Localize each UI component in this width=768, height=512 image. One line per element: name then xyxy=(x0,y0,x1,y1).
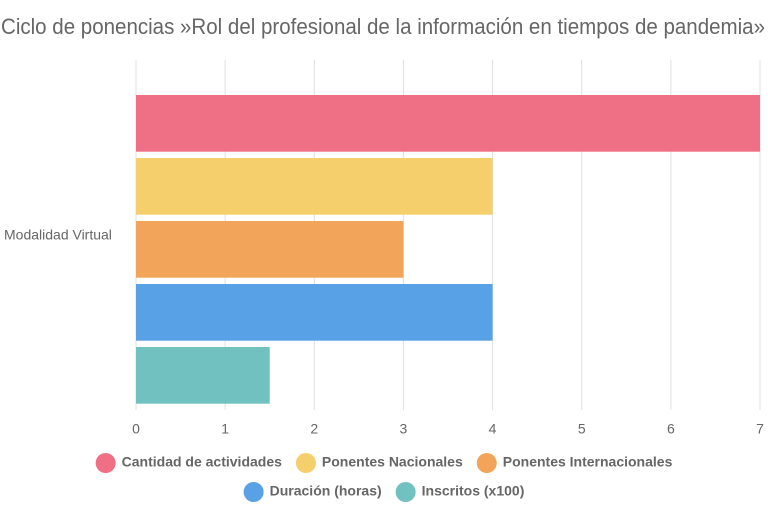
x-tick-label: 1 xyxy=(221,421,229,437)
y-tick-label: Modalidad Virtual xyxy=(4,227,112,243)
bar xyxy=(136,95,760,152)
legend-label: Inscritos (x100) xyxy=(422,483,525,499)
bar xyxy=(136,221,404,278)
legend-marker xyxy=(95,453,116,473)
x-tick-label: 3 xyxy=(400,421,408,437)
legend-label: Duración (horas) xyxy=(270,483,382,499)
x-tick-label: 4 xyxy=(489,421,497,437)
chart-title: Ciclo de ponencias »Rol del profesional … xyxy=(1,14,765,39)
x-tick-label: 2 xyxy=(310,421,318,437)
legend-label: Ponentes Nacionales xyxy=(322,454,463,470)
legend-marker xyxy=(476,453,497,473)
legend-marker xyxy=(395,482,416,502)
x-tick-label: 6 xyxy=(667,421,675,437)
legend-label: Ponentes Internacionales xyxy=(503,454,673,470)
bar xyxy=(136,284,493,341)
bar xyxy=(136,158,493,215)
legend-label: Cantidad de actividades xyxy=(122,454,282,470)
x-tick-label: 5 xyxy=(578,421,586,437)
x-tick-label: 0 xyxy=(132,421,140,437)
legend-marker xyxy=(295,453,316,473)
bar xyxy=(136,347,270,404)
x-tick-label: 7 xyxy=(756,421,764,437)
legend-marker xyxy=(243,482,264,502)
